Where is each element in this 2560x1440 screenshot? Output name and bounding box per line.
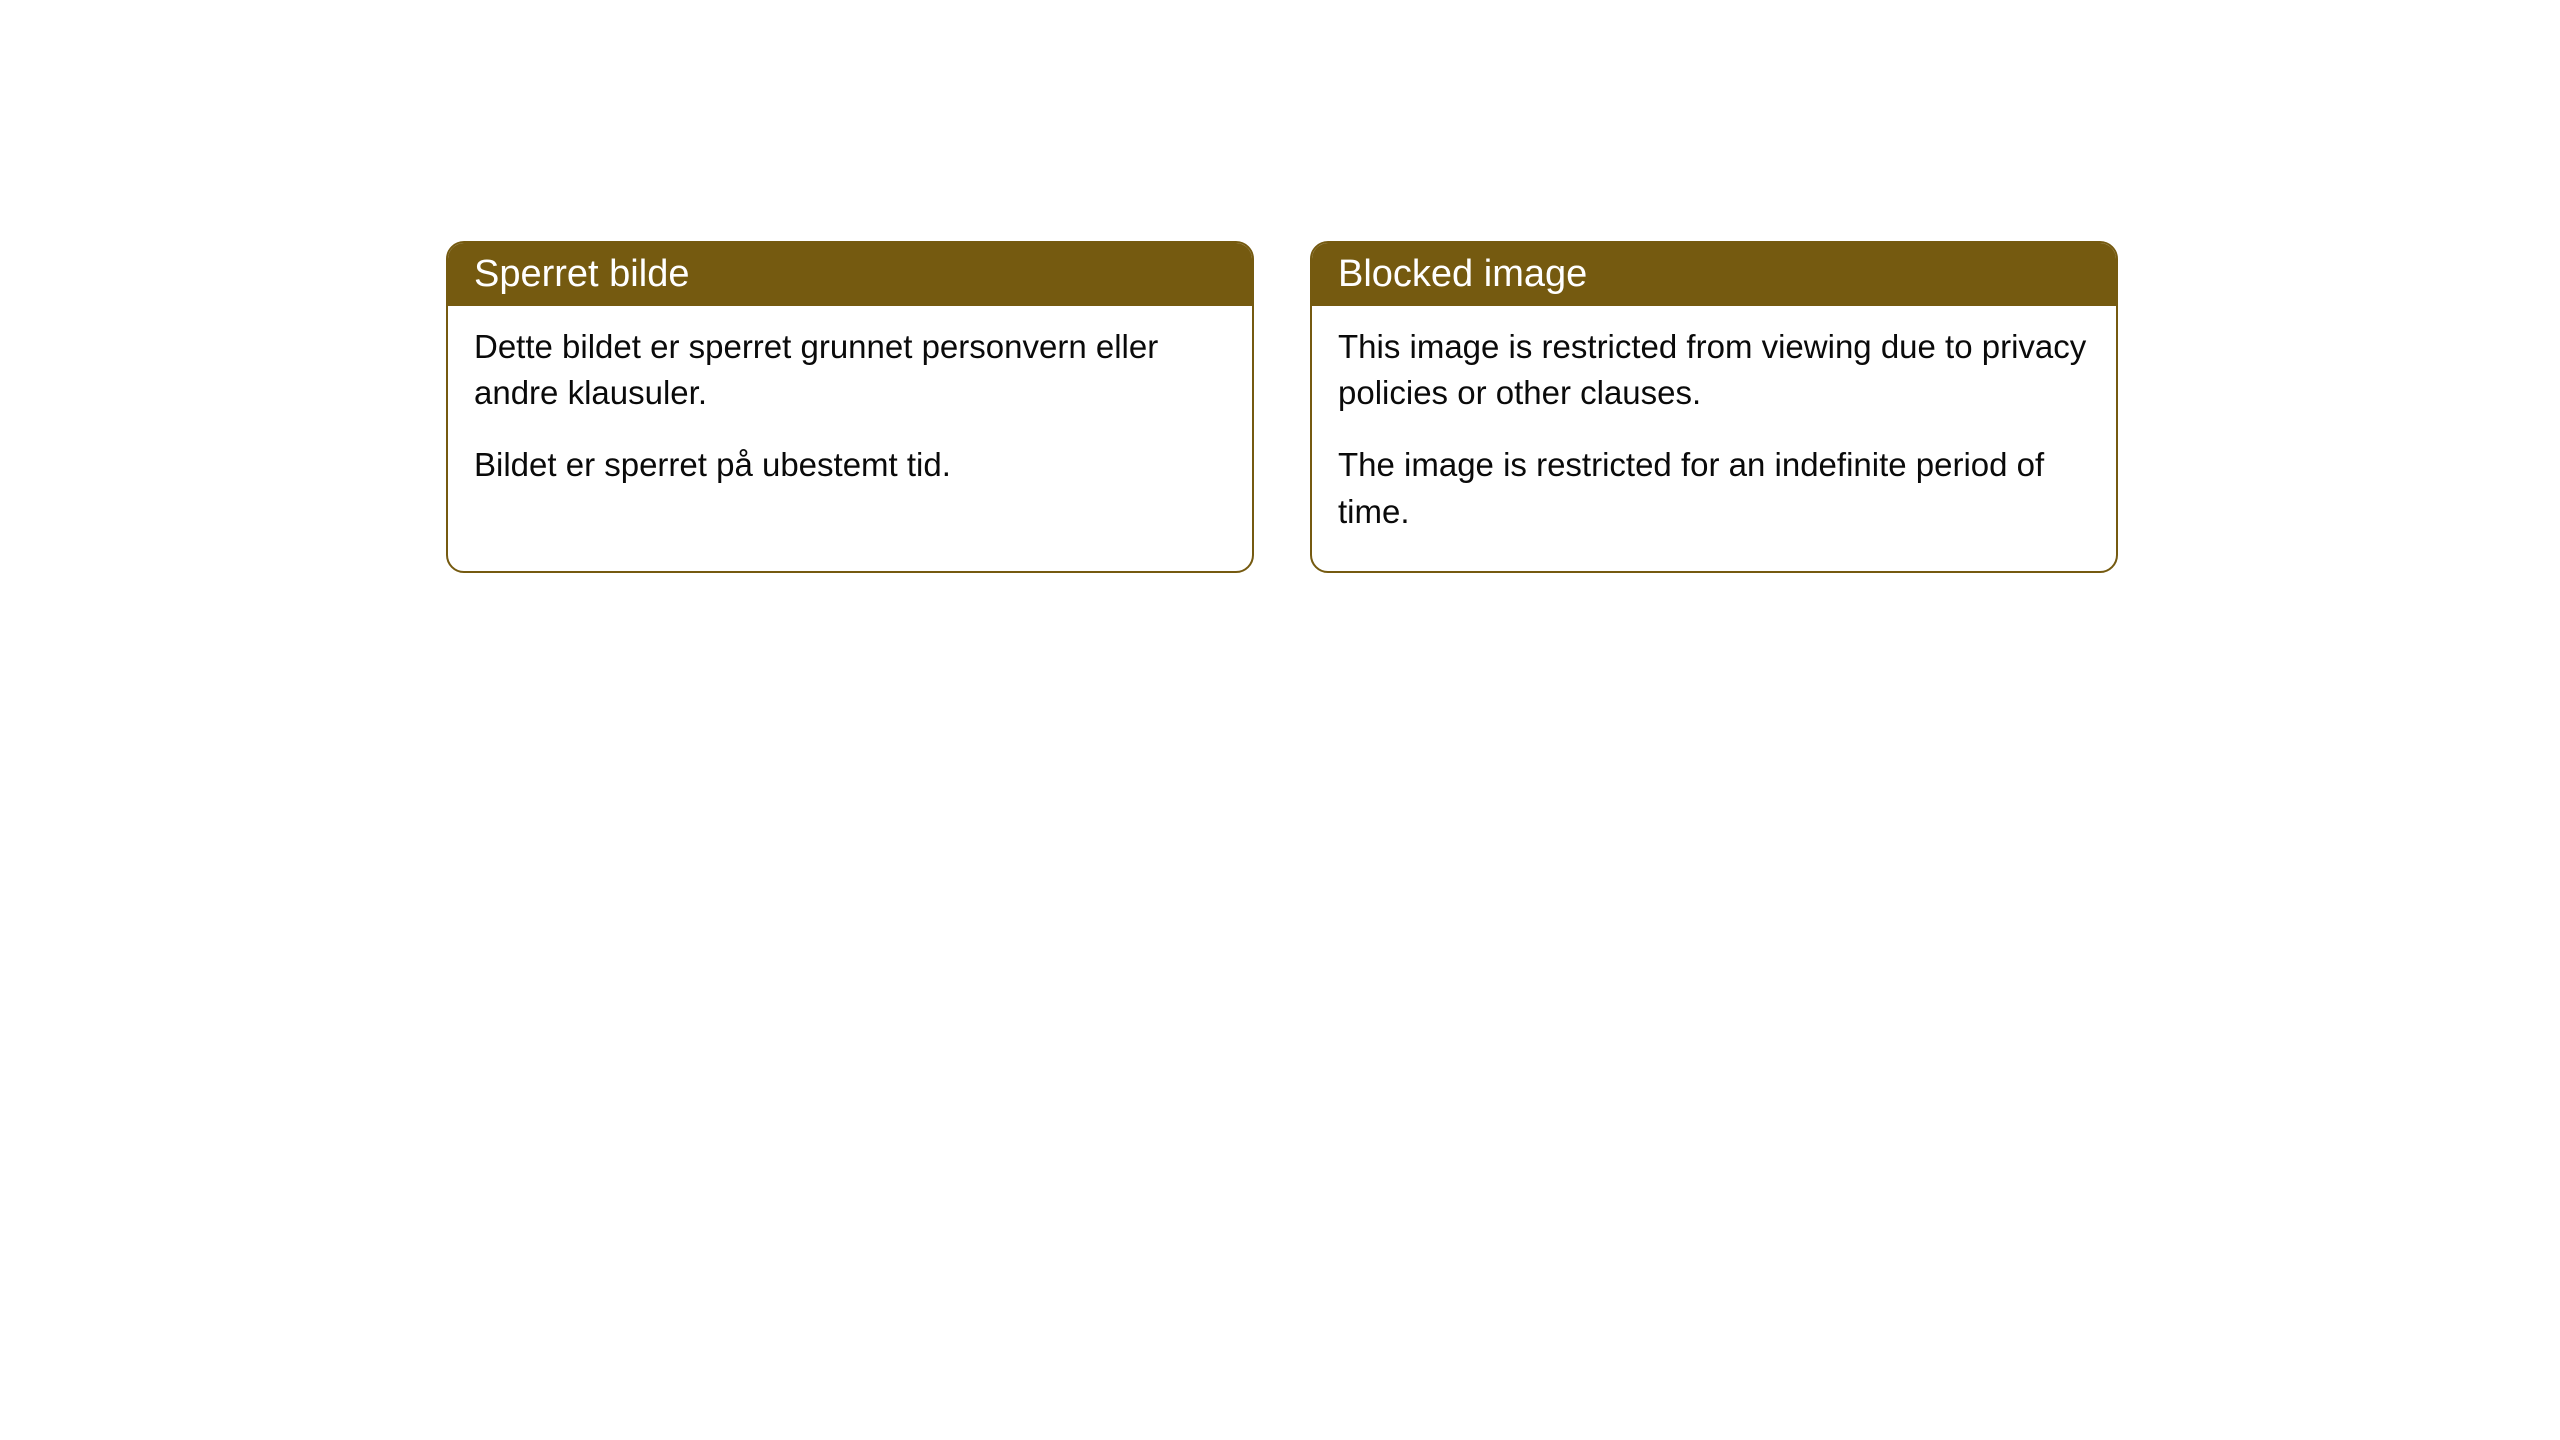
card-paragraph: Dette bildet er sperret grunnet personve… [474, 324, 1226, 416]
card-title: Sperret bilde [474, 253, 689, 295]
card-header-norwegian: Sperret bilde [448, 243, 1252, 306]
card-paragraph: This image is restricted from viewing du… [1338, 324, 2090, 416]
card-norwegian: Sperret bilde Dette bildet er sperret gr… [446, 241, 1254, 573]
card-body-norwegian: Dette bildet er sperret grunnet personve… [448, 306, 1252, 525]
card-body-english: This image is restricted from viewing du… [1312, 306, 2116, 571]
cards-container: Sperret bilde Dette bildet er sperret gr… [446, 241, 2118, 573]
card-paragraph: Bildet er sperret på ubestemt tid. [474, 442, 1226, 488]
card-title: Blocked image [1338, 253, 1587, 295]
card-header-english: Blocked image [1312, 243, 2116, 306]
card-english: Blocked image This image is restricted f… [1310, 241, 2118, 573]
card-paragraph: The image is restricted for an indefinit… [1338, 442, 2090, 534]
